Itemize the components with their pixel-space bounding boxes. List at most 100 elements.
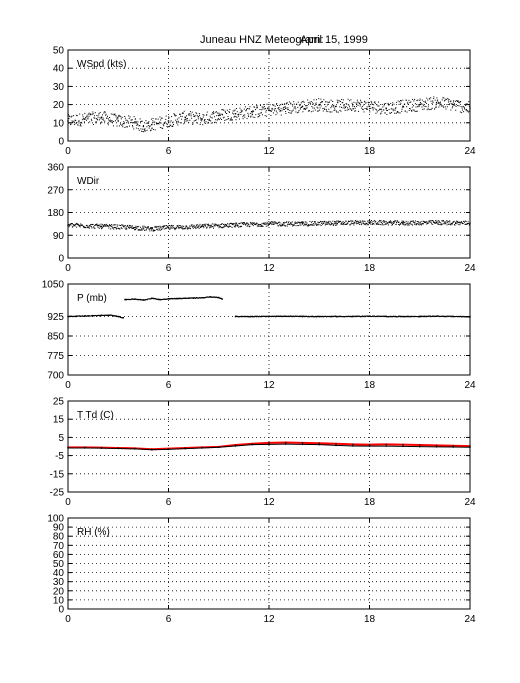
wind-speed-scatter-dot [411,106,413,108]
wind-direction-scatter-dot [100,223,102,225]
wind-direction-scatter-dot [436,222,438,224]
wind-direction-scatter-dot [145,226,147,228]
wind-direction-scatter-dot [171,224,173,226]
wind-speed-scatter-dot [371,103,373,105]
wind-speed-scatter-dot [193,120,195,122]
wind-direction-scatter-dot [111,225,113,227]
wind-speed-scatter-dot [211,113,213,115]
wind-direction-scatter-dot [125,227,127,229]
pressure-scatter-dot [112,315,114,317]
pressure-scatter-dot [460,316,462,318]
pressure-y-tick-label: 850 [47,332,64,343]
wind-speed-scatter-dot [221,113,223,115]
pressure-scatter-dot [203,297,205,299]
wind-speed-scatter-dot [344,107,346,109]
wind-speed-scatter-dot [405,99,407,101]
wind-speed-scatter-dot [281,103,283,105]
pressure-scatter-dot [397,316,399,318]
wind-speed-scatter-dot [174,114,176,116]
wind-direction-scatter-dot [105,225,107,227]
wind-speed-scatter-dot [251,113,253,115]
wind-direction-scatter-dot [179,226,181,228]
wind-speed-scatter-dot [183,123,185,125]
wind-speed-scatter-dot [91,113,93,115]
wind-direction-scatter-dot [267,225,269,227]
wind-direction-scatter-dot [167,226,169,228]
relative-humidity-y-tick-label: 90 [53,523,65,534]
wind-direction-scatter-dot [467,221,469,223]
wind-direction-scatter-dot [104,224,106,226]
wind-direction-scatter-dot [239,223,241,225]
wind-direction-scatter-dot [170,227,172,229]
wind-direction-scatter-dot [170,227,172,229]
wind-direction-scatter-dot [226,224,228,226]
wind-direction-scatter-dot [371,221,373,223]
wind-direction-scatter-dot [277,222,279,224]
pressure-scatter-dot [112,314,114,316]
wind-speed-scatter-dot [336,101,338,103]
wind-speed-scatter-dot [283,108,285,110]
wind-speed-scatter-dot [325,108,327,110]
pressure-scatter-dot [78,315,80,317]
wind-direction-scatter-dot [315,223,317,225]
wind-speed-scatter-dot [439,101,441,103]
pressure-scatter-dot [119,316,121,318]
wind-direction-scatter-dot [133,227,135,229]
wind-direction-scatter-dot [87,226,89,228]
wind-direction-scatter-dot [92,223,94,225]
wind-speed-scatter-dot [421,106,423,108]
pressure-scatter-dot [210,296,212,298]
pressure-x-tick-label: 6 [166,380,172,391]
wind-direction-scatter-dot [138,226,140,228]
pressure-scatter-dot [189,297,191,299]
wind-speed-scatter-dot [342,102,344,104]
wind-speed-scatter-dot [148,121,150,123]
wind-speed-scatter-dot [278,107,280,109]
wind-direction-scatter-dot [383,222,385,224]
wind-speed-scatter-dot [339,106,341,108]
wind-speed-data-point [100,116,103,119]
pressure-scatter-dot [368,316,370,318]
wind-direction-scatter-dot [393,222,395,224]
pressure-scatter-dot [192,297,194,299]
wind-speed-scatter-dot [194,116,196,118]
wind-speed-scatter-dot [147,122,149,124]
wind-direction-scatter-dot [335,221,337,223]
wind-speed-scatter-dot [124,116,126,118]
wind-speed-scatter-dot [137,123,139,125]
pressure-scatter-dot [270,315,272,317]
pressure-scatter-dot [154,297,156,299]
wind-direction-scatter-dot [407,224,409,226]
wind-speed-scatter-dot [333,104,335,106]
wind-speed-scatter-dot [171,116,173,118]
wind-speed-scatter-dot [235,116,237,118]
wind-speed-scatter-dot [354,107,356,109]
pressure-scatter-dot [286,316,288,318]
wind-speed-scatter-dot [435,104,437,106]
wind-speed-scatter-dot [207,121,209,123]
wind-direction-scatter-dot [203,227,205,229]
wind-direction-scatter-dot [218,227,220,229]
wind-speed-scatter-dot [438,101,440,103]
wind-direction-scatter-dot [210,225,212,227]
wind-speed-scatter-dot [222,117,224,119]
wind-speed-scatter-dot [171,126,173,128]
wind-direction-scatter-dot [328,222,330,224]
wind-direction-scatter-dot [265,225,267,227]
wind-speed-scatter-dot [419,98,421,100]
wind-direction-scatter-dot [446,220,448,222]
wind-speed-scatter-dot [449,100,451,102]
wind-direction-scatter-dot [144,226,146,228]
wind-direction-scatter-dot [407,221,409,223]
wind-direction-scatter-dot [424,221,426,223]
wind-speed-scatter-dot [104,111,106,113]
wind-direction-scatter-dot [405,224,407,226]
wind-direction-scatter-dot [112,227,114,229]
wind-direction-scatter-dot [132,225,134,227]
wind-direction-scatter-dot [442,223,444,225]
wind-speed-scatter-dot [332,105,334,107]
wind-direction-scatter-dot [183,226,185,228]
wind-direction-scatter-dot [232,224,234,226]
wind-direction-scatter-dot [334,222,336,224]
